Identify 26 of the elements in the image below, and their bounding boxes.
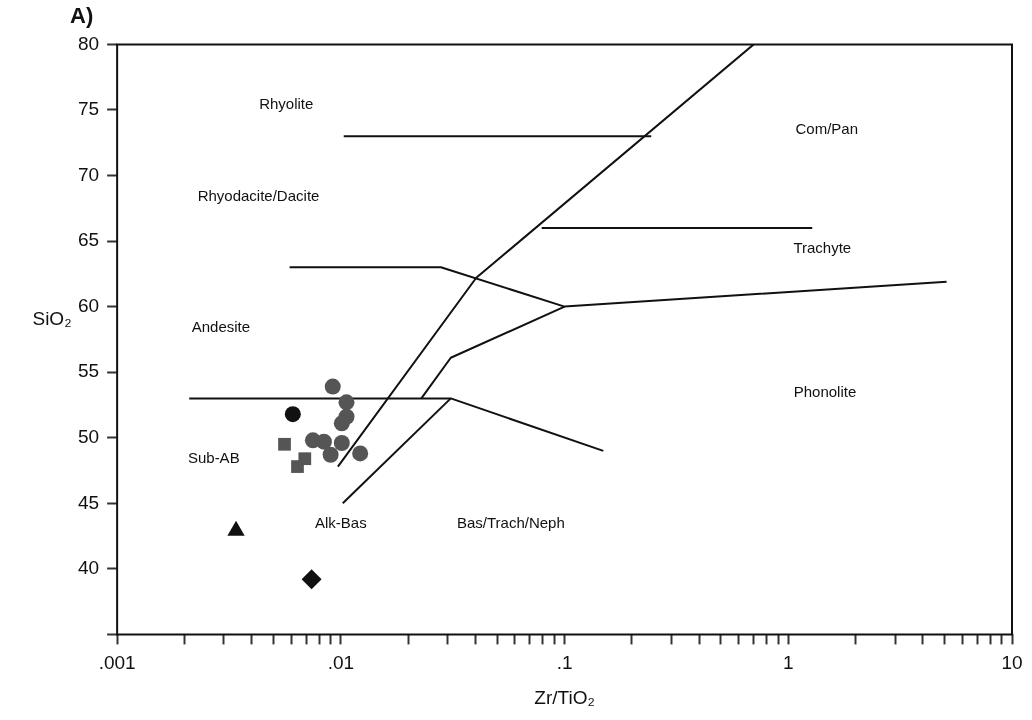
y-tick-label: 55: [77, 360, 100, 382]
y-tick-label: 40: [77, 557, 100, 579]
annotation: Andesite: [191, 317, 251, 335]
y-axis-title: SiO₂: [32, 307, 72, 329]
annotation: Sub-AB: [187, 448, 240, 466]
y-tick-label: 65: [77, 229, 100, 251]
y-tick-label: 50: [77, 425, 100, 447]
x-tick-label: .001: [98, 652, 136, 674]
x-tick-label: .1: [556, 652, 573, 674]
annotation: Rhyodacite/Dacite: [197, 186, 320, 204]
annotation: Trachyte: [793, 239, 852, 257]
annotation: Alk-Bas: [315, 514, 367, 532]
chart-title: A): [70, 3, 94, 29]
annotation: Rhyolite: [259, 94, 314, 112]
y-tick-label: 45: [77, 491, 100, 513]
annotation: Bas/Trach/Neph: [456, 514, 565, 532]
y-tick-label: 60: [77, 294, 100, 316]
x-axis-title: Zr/TiO₂: [534, 686, 595, 708]
y-tick-label: 75: [77, 98, 100, 120]
x-tick-label: 10: [1001, 652, 1023, 674]
y-tick-label: 80: [77, 32, 100, 54]
x-tick-label: 1: [782, 652, 794, 674]
annotation: Com/Pan: [795, 119, 859, 137]
annotation: Phonolite: [793, 383, 857, 401]
y-tick-label: 70: [77, 163, 100, 185]
x-tick-label: .01: [327, 652, 355, 674]
